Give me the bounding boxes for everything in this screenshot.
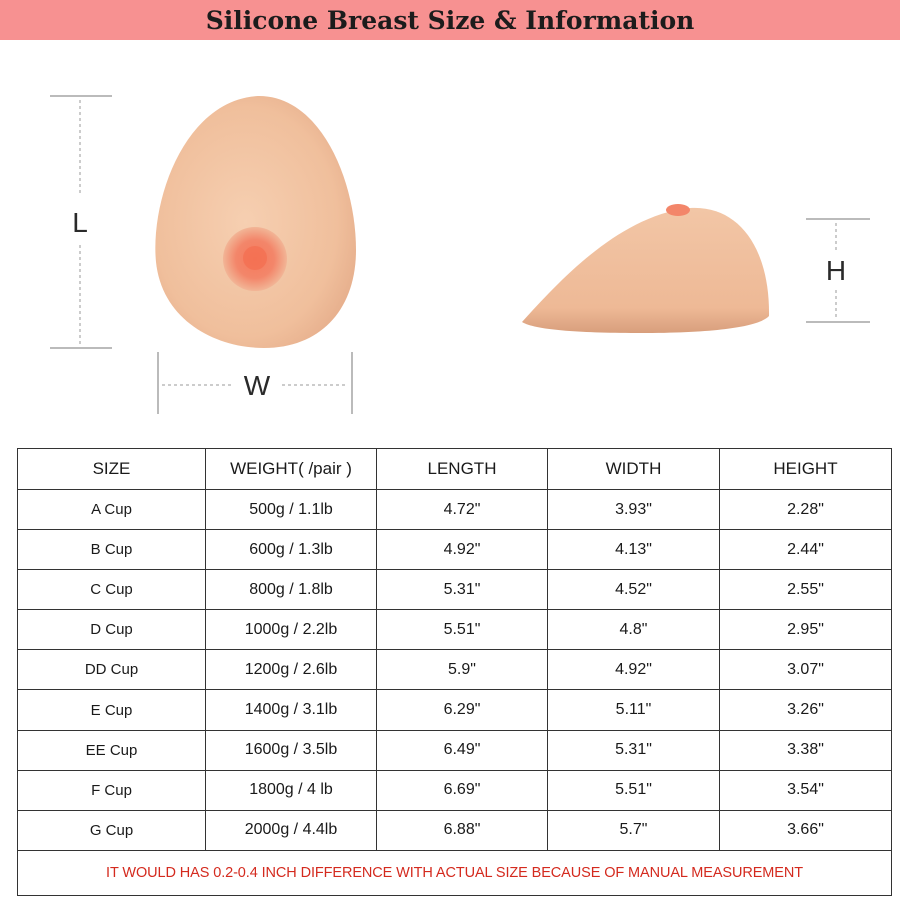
column-header-width: WIDTH [547, 448, 720, 490]
width-cell: 5.31" [547, 729, 720, 771]
height-dimension: H [806, 218, 870, 323]
weight-cell: 1200g / 2.6lb [205, 649, 377, 691]
table-row: A Cup 500g / 1.1lb 4.72" 3.93" 2.28" [17, 488, 892, 531]
side-view-image [522, 204, 770, 333]
table-row: E Cup 1400g / 3.1lb 6.29" 5.11" 3.26" [17, 689, 892, 731]
width-cell: 4.52" [547, 569, 720, 611]
width-cell: 4.13" [547, 529, 720, 571]
table-header-row: SIZE WEIGHT( /pair ) LENGTH WIDTH HEIGHT [17, 448, 892, 490]
height-cell: 2.44" [719, 529, 892, 571]
length-cell: 4.72" [376, 488, 548, 531]
measurement-note: IT WOULD HAS 0.2-0.4 INCH DIFFERENCE WIT… [17, 849, 892, 897]
size-cell: F Cup [17, 769, 206, 811]
column-header-weight: WEIGHT( /pair ) [205, 448, 377, 490]
table-row: DD Cup 1200g / 2.6lb 5.9" 4.92" 3.07" [17, 649, 892, 691]
front-view-image [155, 95, 356, 348]
weight-cell: 1000g / 2.2lb [205, 609, 377, 651]
weight-cell: 1400g / 3.1lb [205, 689, 377, 731]
size-cell: G Cup [17, 809, 206, 851]
height-cell: 2.28" [719, 488, 892, 531]
width-label: W [244, 370, 271, 401]
nipple-side [666, 204, 690, 216]
title-bar: Silicone Breast Size & Information [0, 0, 900, 40]
length-cell: 5.51" [376, 609, 548, 651]
height-cell: 3.54" [719, 769, 892, 811]
table-row: C Cup 800g / 1.8lb 5.31" 4.52" 2.55" [17, 569, 892, 611]
width-cell: 5.51" [547, 769, 720, 811]
length-cell: 6.49" [376, 729, 548, 771]
column-header-size: SIZE [17, 448, 206, 490]
length-cell: 6.29" [376, 689, 548, 731]
weight-cell: 1800g / 4 lb [205, 769, 377, 811]
width-dimension: W [157, 352, 353, 414]
weight-cell: 600g / 1.3lb [205, 529, 377, 571]
size-cell: D Cup [17, 609, 206, 651]
height-cell: 3.07" [719, 649, 892, 691]
height-label: H [826, 255, 846, 286]
height-cell: 3.26" [719, 689, 892, 731]
weight-cell: 1600g / 3.5lb [205, 729, 377, 771]
height-cell: 2.95" [719, 609, 892, 651]
length-dimension: L [50, 95, 112, 349]
width-cell: 5.7" [547, 809, 720, 851]
size-cell: DD Cup [17, 649, 206, 691]
table-row: B Cup 600g / 1.3lb 4.92" 4.13" 2.44" [17, 529, 892, 571]
weight-cell: 500g / 1.1lb [205, 488, 377, 531]
length-cell: 4.92" [376, 529, 548, 571]
weight-cell: 800g / 1.8lb [205, 569, 377, 611]
length-label: L [72, 207, 88, 238]
width-cell: 3.93" [547, 488, 720, 531]
table-row: EE Cup 1600g / 3.5lb 6.49" 5.31" 3.38" [17, 729, 892, 771]
size-cell: A Cup [17, 488, 206, 531]
height-cell: 3.38" [719, 729, 892, 771]
size-cell: E Cup [17, 689, 206, 731]
length-cell: 5.31" [376, 569, 548, 611]
table-note-row: IT WOULD HAS 0.2-0.4 INCH DIFFERENCE WIT… [17, 849, 892, 897]
column-header-height: HEIGHT [719, 448, 892, 490]
table-row: F Cup 1800g / 4 lb 6.69" 5.51" 3.54" [17, 769, 892, 811]
width-cell: 5.11" [547, 689, 720, 731]
width-cell: 4.92" [547, 649, 720, 691]
size-cell: B Cup [17, 529, 206, 571]
table-row: D Cup 1000g / 2.2lb 5.51" 4.8" 2.95" [17, 609, 892, 651]
table-row: G Cup 2000g / 4.4lb 6.88" 5.7" 3.66" [17, 809, 892, 851]
size-cell: EE Cup [17, 729, 206, 771]
column-header-length: LENGTH [376, 448, 548, 490]
length-cell: 6.69" [376, 769, 548, 811]
width-cell: 4.8" [547, 609, 720, 651]
size-table: SIZE WEIGHT( /pair ) LENGTH WIDTH HEIGHT… [17, 448, 892, 897]
length-cell: 5.9" [376, 649, 548, 691]
height-cell: 2.55" [719, 569, 892, 611]
height-cell: 3.66" [719, 809, 892, 851]
length-cell: 6.88" [376, 809, 548, 851]
page-title: Silicone Breast Size & Information [205, 5, 695, 35]
product-diagram: L W H [50, 95, 870, 414]
weight-cell: 2000g / 4.4lb [205, 809, 377, 851]
size-cell: C Cup [17, 569, 206, 611]
